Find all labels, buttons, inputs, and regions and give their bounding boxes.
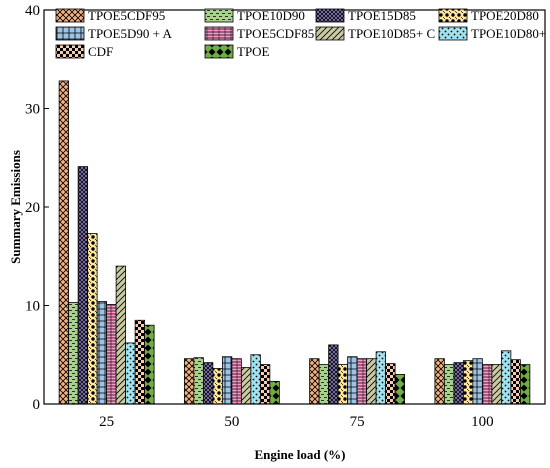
legend-swatch bbox=[204, 8, 234, 23]
bar-tpoe15d85-100 bbox=[453, 362, 464, 405]
x-tick-label: 100 bbox=[471, 414, 494, 430]
bar-tpoe5d90-a-25 bbox=[96, 301, 108, 405]
bar-cdf-75 bbox=[385, 363, 396, 405]
bar-tpoe10d85-c-25 bbox=[115, 265, 127, 405]
legend-swatch bbox=[438, 8, 468, 23]
legend-swatch bbox=[438, 26, 468, 41]
legend-swatch bbox=[315, 8, 345, 23]
legend-item: TPOE20D80 bbox=[438, 8, 539, 23]
bar-tpoe-75 bbox=[394, 374, 406, 405]
bar-tpoe-100 bbox=[519, 364, 531, 405]
bar-tpoe5cdf85-b-75 bbox=[356, 358, 368, 405]
bar-tpoe5cdf95-75 bbox=[309, 358, 320, 405]
bar-tpoe-25 bbox=[144, 324, 155, 405]
legend-swatch bbox=[315, 26, 345, 41]
bar-tpoe10d80-d-50 bbox=[250, 354, 261, 405]
bar-tpoe10d90-25 bbox=[68, 302, 79, 405]
x-tick-label: 50 bbox=[224, 414, 239, 430]
legend-item: TPOE10D85+ C bbox=[315, 26, 435, 41]
legend-swatch bbox=[55, 26, 85, 41]
legend-item: TPOE5D90 + A bbox=[55, 26, 173, 41]
bar-tpoe5cdf85-b-100 bbox=[481, 364, 493, 405]
y-tick-label: 30 bbox=[25, 102, 40, 118]
legend-label: TPOE15D85 bbox=[348, 8, 416, 23]
bar-cdf-25 bbox=[134, 319, 146, 405]
bar-tpoe20d80-50 bbox=[212, 368, 223, 405]
bar-tpoe5cdf85-b-50 bbox=[231, 358, 242, 405]
legend-label: TPOE20D80 bbox=[471, 8, 539, 23]
legend-item: TPOE5CDF95 bbox=[55, 8, 165, 23]
legend-swatch bbox=[204, 26, 234, 41]
bar-tpoe10d85-c-100 bbox=[491, 364, 502, 405]
legend-label: TPOE bbox=[237, 44, 270, 59]
bar-tpoe10d85-c-75 bbox=[366, 358, 377, 405]
bar-tpoe15d85-50 bbox=[202, 362, 214, 405]
bar-tpoe15d85-75 bbox=[328, 344, 339, 405]
x-axis-title: Engine load (%) bbox=[254, 447, 345, 462]
legend-label: TPOE5D90 + A bbox=[88, 26, 173, 41]
legend-label: TPOE5CDF95 bbox=[88, 8, 165, 23]
legend-item: TPOE bbox=[204, 44, 270, 59]
legend-swatch bbox=[204, 44, 234, 59]
bar-tpoe5d90-a-75 bbox=[347, 356, 358, 405]
legend-swatch bbox=[55, 44, 85, 59]
legend-item: TPOE5CDF85+ B bbox=[204, 26, 334, 41]
bar-tpoe15d85-25 bbox=[77, 166, 89, 405]
bar-tpoe20d80-100 bbox=[462, 360, 474, 405]
legend-swatch bbox=[55, 8, 85, 23]
bar-tpoe5d90-a-50 bbox=[221, 356, 233, 405]
bar-tpoe20d80-25 bbox=[87, 233, 98, 405]
bar-cdf-100 bbox=[510, 359, 521, 405]
bar-tpoe10d90-100 bbox=[443, 364, 455, 405]
x-tick-label: 75 bbox=[350, 414, 365, 430]
legend-item: CDF bbox=[55, 44, 113, 59]
y-axis-title: Summary Emissions bbox=[8, 150, 23, 264]
legend-label: TPOE10D80+ D bbox=[471, 26, 550, 41]
bar-tpoe10d85-c-50 bbox=[240, 367, 252, 405]
bar-tpoe10d90-50 bbox=[193, 357, 204, 405]
bar-tpoe5cdf95-100 bbox=[434, 358, 445, 405]
y-tick-label: 40 bbox=[25, 3, 40, 19]
bar-tpoe10d80-d-100 bbox=[500, 350, 512, 405]
legend-item: TPOE10D80+ D bbox=[438, 26, 550, 41]
bar-tpoe10d80-d-25 bbox=[125, 342, 136, 405]
bar-tpoe-50 bbox=[269, 380, 280, 405]
legend-label: TPOE10D85+ C bbox=[348, 26, 435, 41]
y-tick-label: 0 bbox=[33, 397, 41, 413]
y-tick-label: 10 bbox=[25, 299, 40, 315]
bar-tpoe5cdf95-25 bbox=[58, 80, 70, 405]
y-tick-label: 20 bbox=[25, 200, 40, 216]
x-tick-label: 25 bbox=[99, 414, 114, 430]
bar-tpoe10d80-d-75 bbox=[375, 351, 387, 405]
bar-tpoe20d80-75 bbox=[337, 364, 349, 405]
legend-label: TPOE10D90 bbox=[237, 8, 305, 23]
legend-item: TPOE15D85 bbox=[315, 8, 416, 23]
bar-tpoe5cdf95-50 bbox=[183, 358, 195, 405]
bar-tpoe10d90-75 bbox=[318, 364, 330, 405]
legend-item: TPOE10D90 bbox=[204, 8, 305, 23]
bar-tpoe5d90-a-100 bbox=[472, 358, 483, 405]
legend-label: TPOE5CDF85+ B bbox=[237, 26, 334, 41]
bar-tpoe5cdf85-b-25 bbox=[106, 304, 117, 405]
bar-cdf-50 bbox=[259, 364, 271, 405]
legend-label: CDF bbox=[88, 44, 113, 59]
